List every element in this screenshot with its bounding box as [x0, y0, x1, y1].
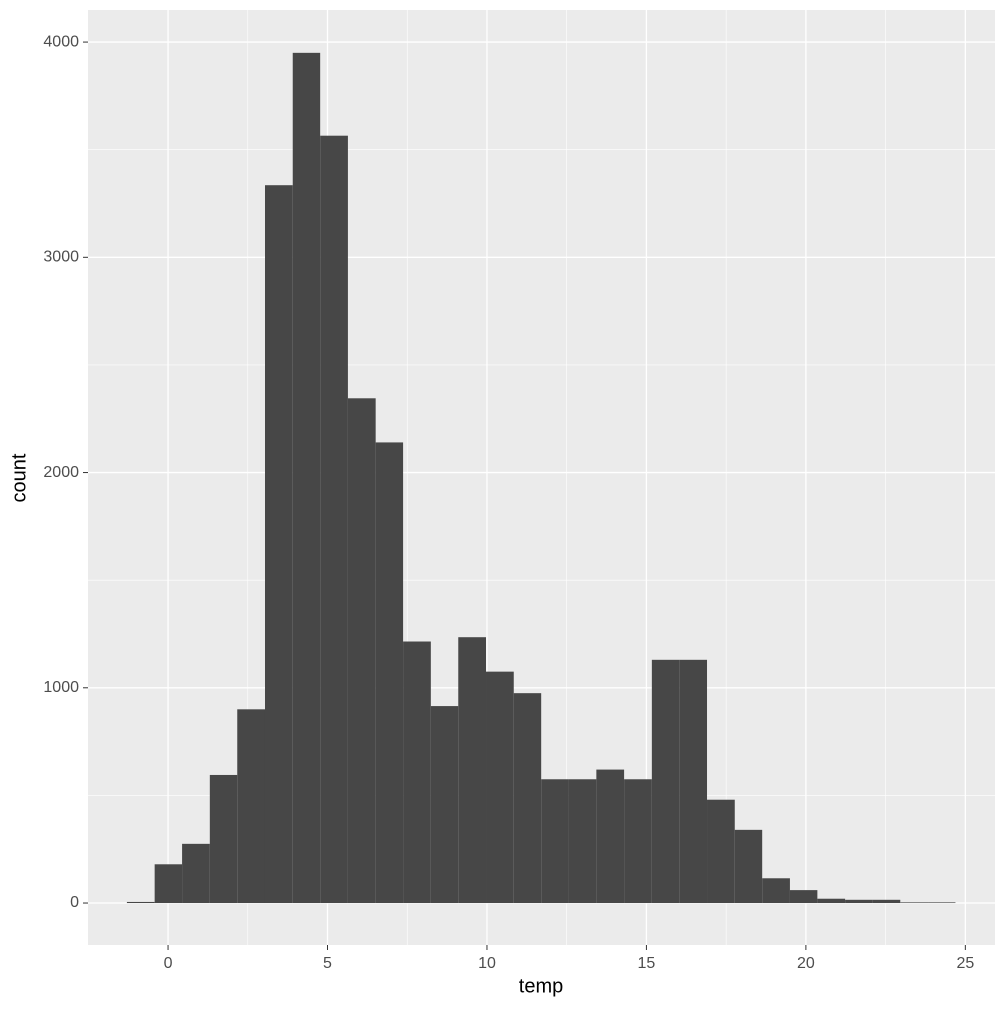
- bar: [126, 901, 155, 904]
- bar: [292, 52, 321, 904]
- bar: [762, 878, 790, 904]
- bar: [928, 902, 956, 904]
- bar: [707, 799, 735, 904]
- bar: [264, 185, 293, 904]
- bar: [624, 779, 652, 904]
- x-tick-label: 25: [956, 955, 974, 972]
- bar: [458, 637, 487, 904]
- x-tick-label: 20: [797, 955, 815, 972]
- bar: [679, 659, 708, 904]
- bar: [430, 706, 459, 904]
- y-tick-label: 2000: [43, 464, 79, 481]
- bar: [237, 709, 265, 904]
- bar: [486, 671, 514, 904]
- bar: [375, 442, 404, 904]
- y-tick-label: 1000: [43, 679, 79, 696]
- bar: [320, 135, 348, 904]
- y-tick-label: 4000: [43, 33, 79, 50]
- x-tick-label: 5: [323, 955, 332, 972]
- y-tick-label: 0: [70, 894, 79, 911]
- x-tick-label: 10: [478, 955, 496, 972]
- bar: [541, 779, 569, 904]
- y-axis-title: count: [8, 453, 30, 502]
- bar: [789, 890, 818, 904]
- bar: [845, 899, 873, 904]
- bar: [872, 899, 901, 904]
- bar: [900, 902, 929, 904]
- bar: [403, 641, 431, 904]
- bar: [734, 829, 763, 904]
- bar: [347, 398, 376, 904]
- bar: [817, 898, 846, 904]
- bar: [154, 864, 183, 904]
- bar: [513, 693, 542, 904]
- bar: [651, 659, 680, 904]
- bar: [209, 774, 238, 904]
- bar: [596, 769, 625, 904]
- x-tick-label: 0: [164, 955, 173, 972]
- x-tick-label: 15: [638, 955, 656, 972]
- bar: [568, 779, 597, 904]
- y-tick-label: 3000: [43, 249, 79, 266]
- bar: [182, 843, 210, 904]
- x-axis-title: temp: [519, 975, 563, 997]
